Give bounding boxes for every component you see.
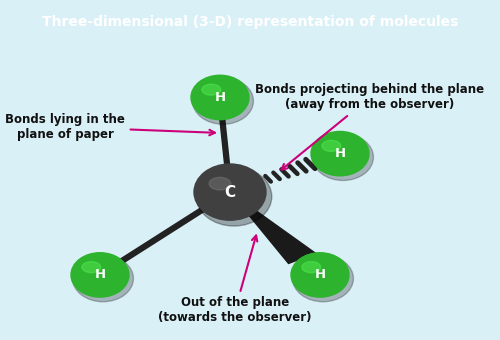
Ellipse shape	[312, 134, 374, 181]
Ellipse shape	[322, 140, 340, 151]
Text: Three-dimensional (3-D) representation of molecules: Three-dimensional (3-D) representation o…	[42, 15, 458, 29]
Polygon shape	[230, 192, 316, 264]
Ellipse shape	[192, 78, 254, 124]
Text: H: H	[214, 91, 226, 104]
Ellipse shape	[82, 261, 100, 273]
Text: Bonds projecting behind the plane
(away from the observer): Bonds projecting behind the plane (away …	[256, 83, 484, 170]
Text: H: H	[334, 147, 345, 160]
Text: H: H	[94, 268, 106, 282]
Ellipse shape	[311, 132, 369, 176]
Ellipse shape	[194, 164, 266, 220]
Ellipse shape	[72, 255, 134, 302]
Ellipse shape	[202, 84, 220, 95]
Text: H: H	[314, 268, 326, 282]
Ellipse shape	[209, 177, 231, 190]
Text: Bonds lying in the
plane of paper: Bonds lying in the plane of paper	[5, 113, 215, 141]
Text: C: C	[224, 185, 235, 200]
Ellipse shape	[291, 253, 349, 297]
Ellipse shape	[196, 167, 272, 226]
Ellipse shape	[292, 255, 354, 302]
Ellipse shape	[302, 261, 320, 273]
Ellipse shape	[191, 75, 249, 120]
Text: Out of the plane
(towards the observer): Out of the plane (towards the observer)	[158, 236, 312, 324]
Ellipse shape	[71, 253, 129, 297]
